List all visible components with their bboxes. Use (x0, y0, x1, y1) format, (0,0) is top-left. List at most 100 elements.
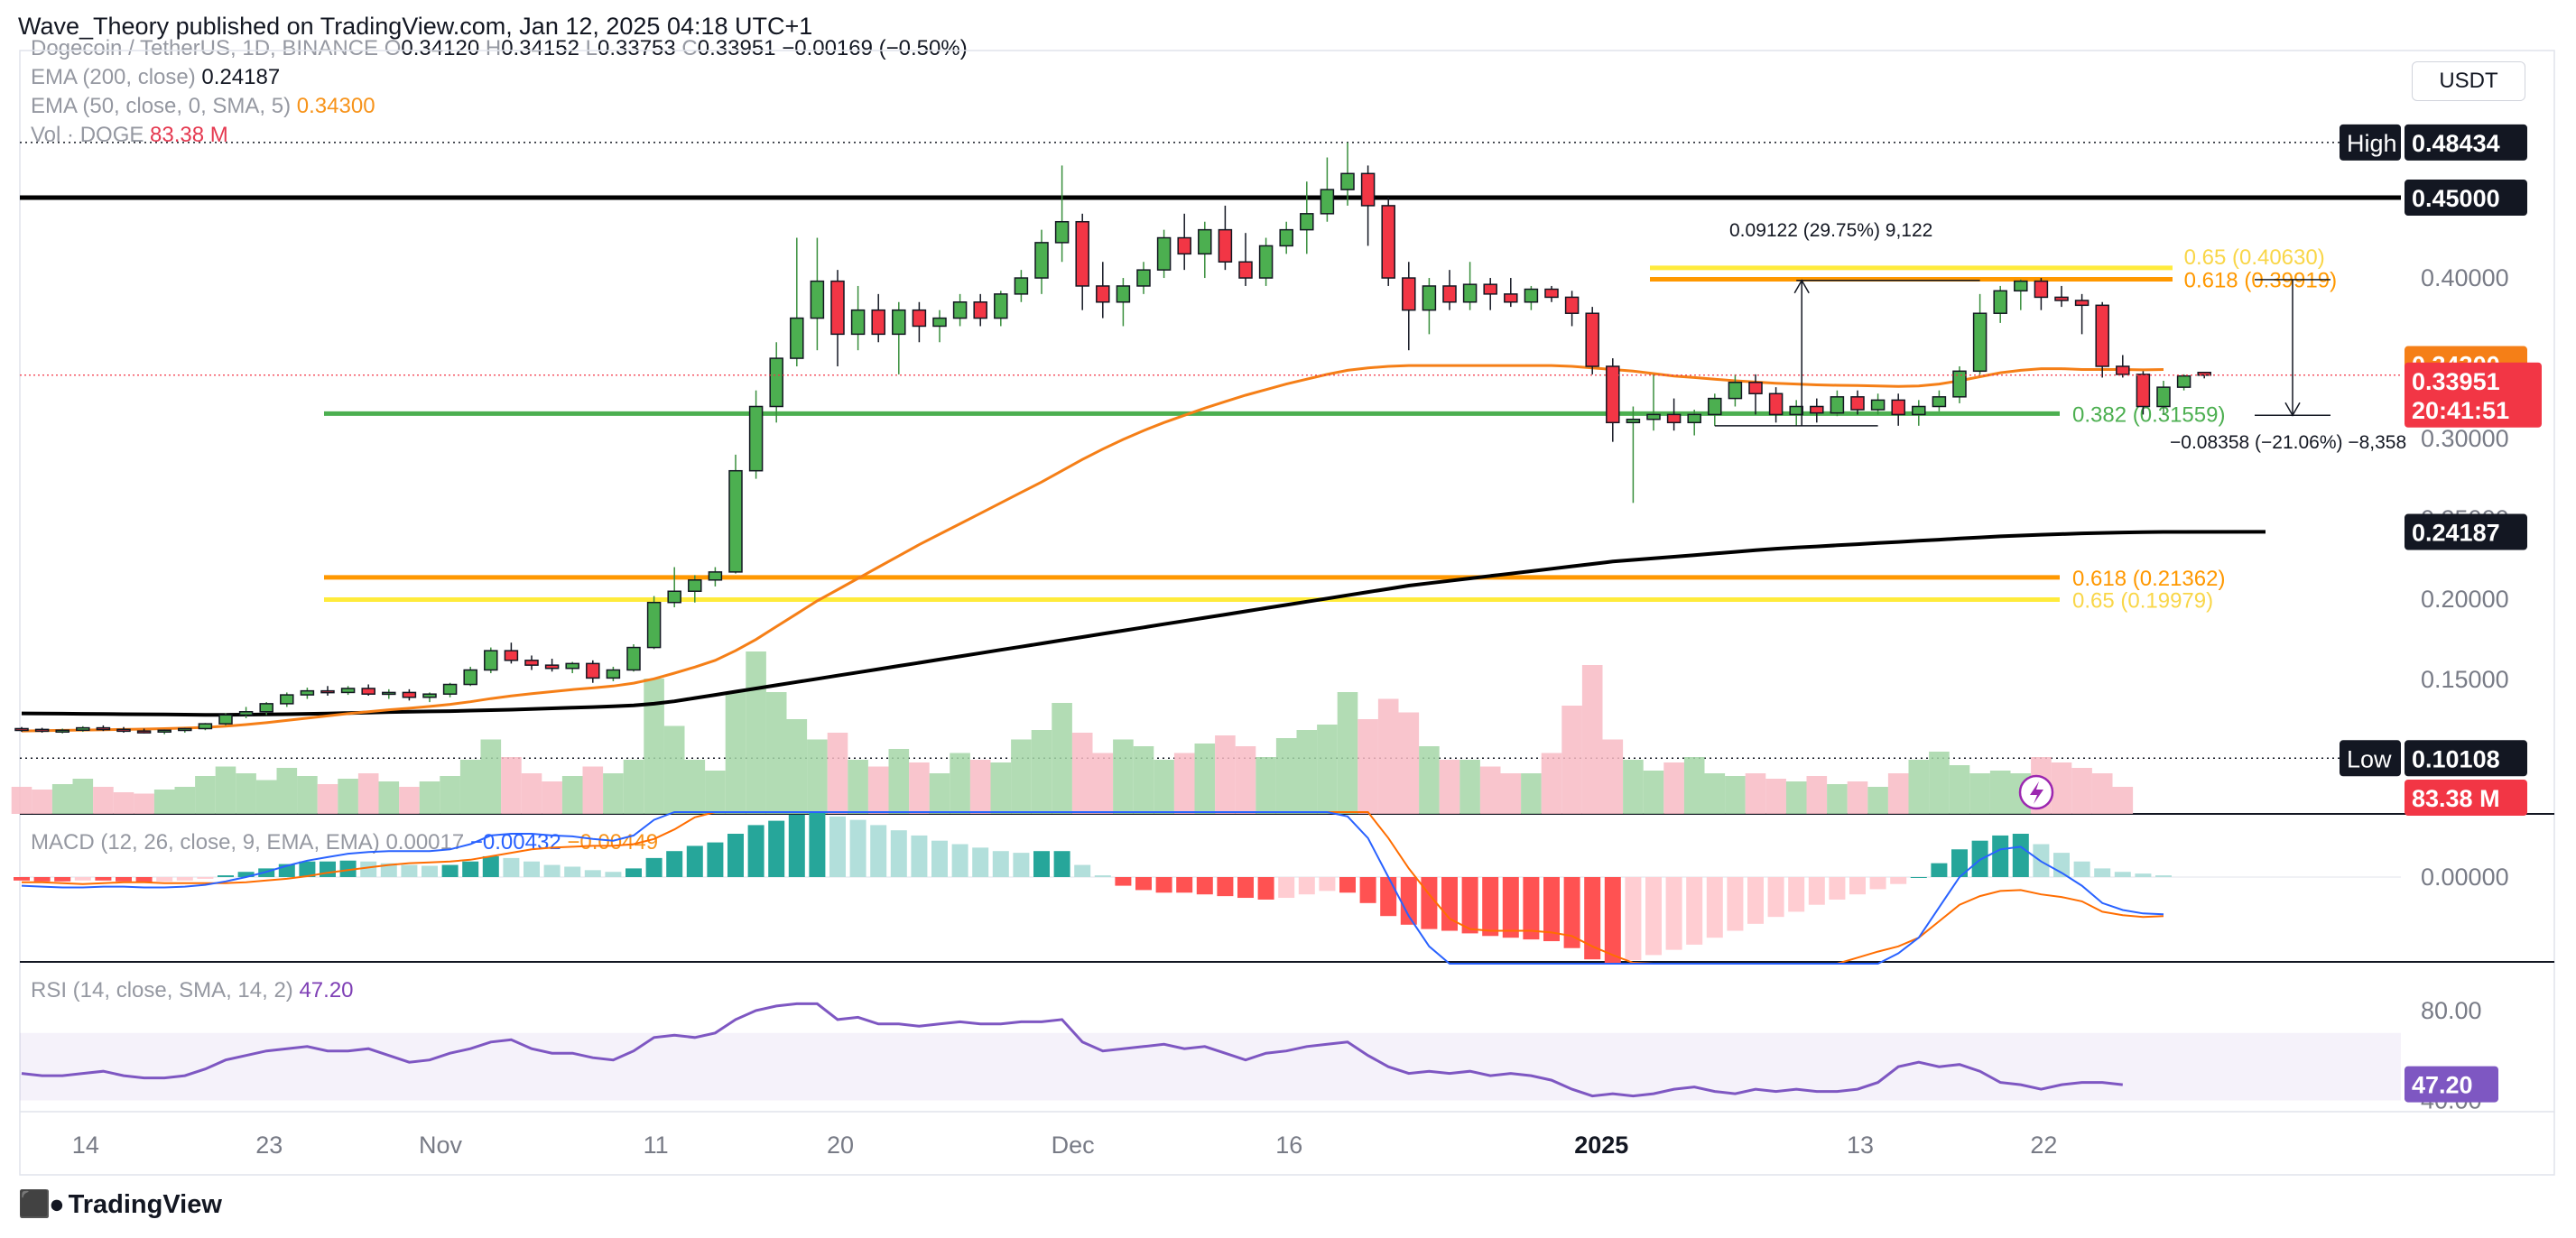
measure-up-arrowhead (1793, 279, 1810, 294)
candle (1258, 237, 1274, 286)
macd-hist-bar (1033, 851, 1050, 877)
macd-hist-bar (625, 868, 642, 877)
legend-ema200-value: 0.24187 (201, 65, 281, 89)
macd-hist-bar (1461, 877, 1478, 934)
candle (626, 644, 641, 672)
candle-body (1870, 399, 1886, 411)
candle (382, 688, 396, 699)
badge-low-text: 0.10108 (2412, 745, 2500, 772)
volume-bar (32, 790, 52, 814)
legend-rsi-value: 47.20 (299, 978, 354, 1002)
candle (2074, 293, 2090, 335)
macd-hist-bar (1359, 877, 1376, 903)
high-label-text: High (2347, 130, 2397, 157)
candle-body (646, 601, 662, 649)
candle-body (1034, 242, 1049, 279)
candle-body (1402, 277, 1416, 311)
legend-symbol[interactable]: Dogecoin / TetherUS, 1D, BINANCE (31, 36, 379, 60)
legend-ema200-row[interactable]: EMA (200, close) 0.24187 (31, 65, 280, 90)
candle-body (748, 405, 764, 472)
candle (1952, 365, 1967, 403)
currency-selector[interactable]: USDT (2412, 61, 2525, 101)
volume-bar (338, 779, 358, 814)
candle-body (442, 683, 458, 695)
candle (1014, 270, 1029, 302)
price-tick-label: 0.30000 (2421, 425, 2509, 452)
volume-bar (1765, 779, 1786, 814)
candle-body (1116, 285, 1131, 303)
candle-body (259, 703, 273, 713)
badge-low: 0.10108 (2405, 740, 2527, 777)
volume-bar (1092, 753, 1114, 814)
volume-bar (1908, 760, 1930, 814)
volume-bar (950, 753, 970, 814)
candle-body (1238, 261, 1253, 279)
candle-body (1850, 396, 1865, 411)
candle (2176, 374, 2191, 391)
volume-bar (1398, 712, 1420, 814)
candle-body (280, 694, 294, 705)
macd-hist-bar (686, 845, 703, 877)
badge-ema200-bg (2405, 513, 2527, 550)
candle-body (463, 669, 477, 686)
candle (769, 342, 783, 423)
candle-body (1993, 290, 2007, 314)
candle (1504, 278, 1518, 308)
candle (871, 293, 885, 343)
candle (1830, 390, 1845, 417)
badge-rsi-text: 47.20 (2412, 1072, 2473, 1099)
macd-hist-bar (564, 866, 581, 877)
macd-hist-bar (931, 840, 948, 877)
volume-bar (1275, 738, 1297, 814)
candle (1524, 285, 1539, 310)
macd-hist-bar (1951, 849, 1968, 877)
macd-hist-bar (1380, 877, 1397, 917)
macd-hist-bar (666, 851, 683, 877)
candle (1198, 221, 1212, 279)
candle-body (2014, 280, 2028, 292)
candle-body (1320, 189, 1335, 215)
legend-ema50-row[interactable]: EMA (50, close, 0, SMA, 5) 0.34300 (31, 94, 375, 119)
volume-bar (1663, 762, 1684, 814)
macd-hist-bar (1094, 875, 1111, 877)
macd-hist-bar (1298, 877, 1315, 895)
macd-hist-bar (54, 877, 71, 882)
legend-rsi-row[interactable]: RSI (14, close, SMA, 14, 2) 47.20 (31, 978, 354, 1003)
candle (1096, 262, 1110, 319)
macd-hist-bar (1747, 877, 1764, 924)
candle-body (728, 469, 743, 573)
candle-body (1972, 312, 1988, 373)
candle-body (116, 728, 131, 733)
legend-volume-label: Vol · DOGE (31, 123, 144, 147)
candle-body (1544, 288, 1559, 299)
volume-bar (1989, 771, 2011, 814)
macd-hist-bar (992, 851, 1009, 877)
candle-body (626, 646, 641, 671)
candle (1156, 229, 1172, 279)
candle-body (769, 357, 783, 408)
lightning-icon (2018, 774, 2054, 810)
macd-hist-bar (380, 863, 397, 877)
candle (238, 707, 254, 718)
candle-body (1585, 312, 1599, 367)
candle (484, 647, 498, 674)
candle-body (504, 650, 519, 661)
candle (830, 270, 845, 366)
candle-body (1014, 277, 1029, 295)
volume-bar (582, 766, 604, 814)
footer-brand[interactable]: ⬛● TradingView (18, 1189, 222, 1220)
candle (1850, 390, 1865, 415)
badge-high: 0.48434 (2405, 124, 2527, 161)
candle (728, 454, 743, 574)
macd-hist-bar (1421, 877, 1438, 929)
candle-body (994, 293, 1008, 319)
candle-body (1646, 413, 1661, 420)
macd-hist-bar (1992, 835, 2009, 877)
volume-bar (1827, 784, 1848, 814)
candle (198, 723, 213, 731)
candle-body (1442, 285, 1457, 303)
macd-hist-bar (1278, 877, 1295, 899)
candle (646, 596, 662, 650)
volume-bar (1133, 746, 1154, 814)
